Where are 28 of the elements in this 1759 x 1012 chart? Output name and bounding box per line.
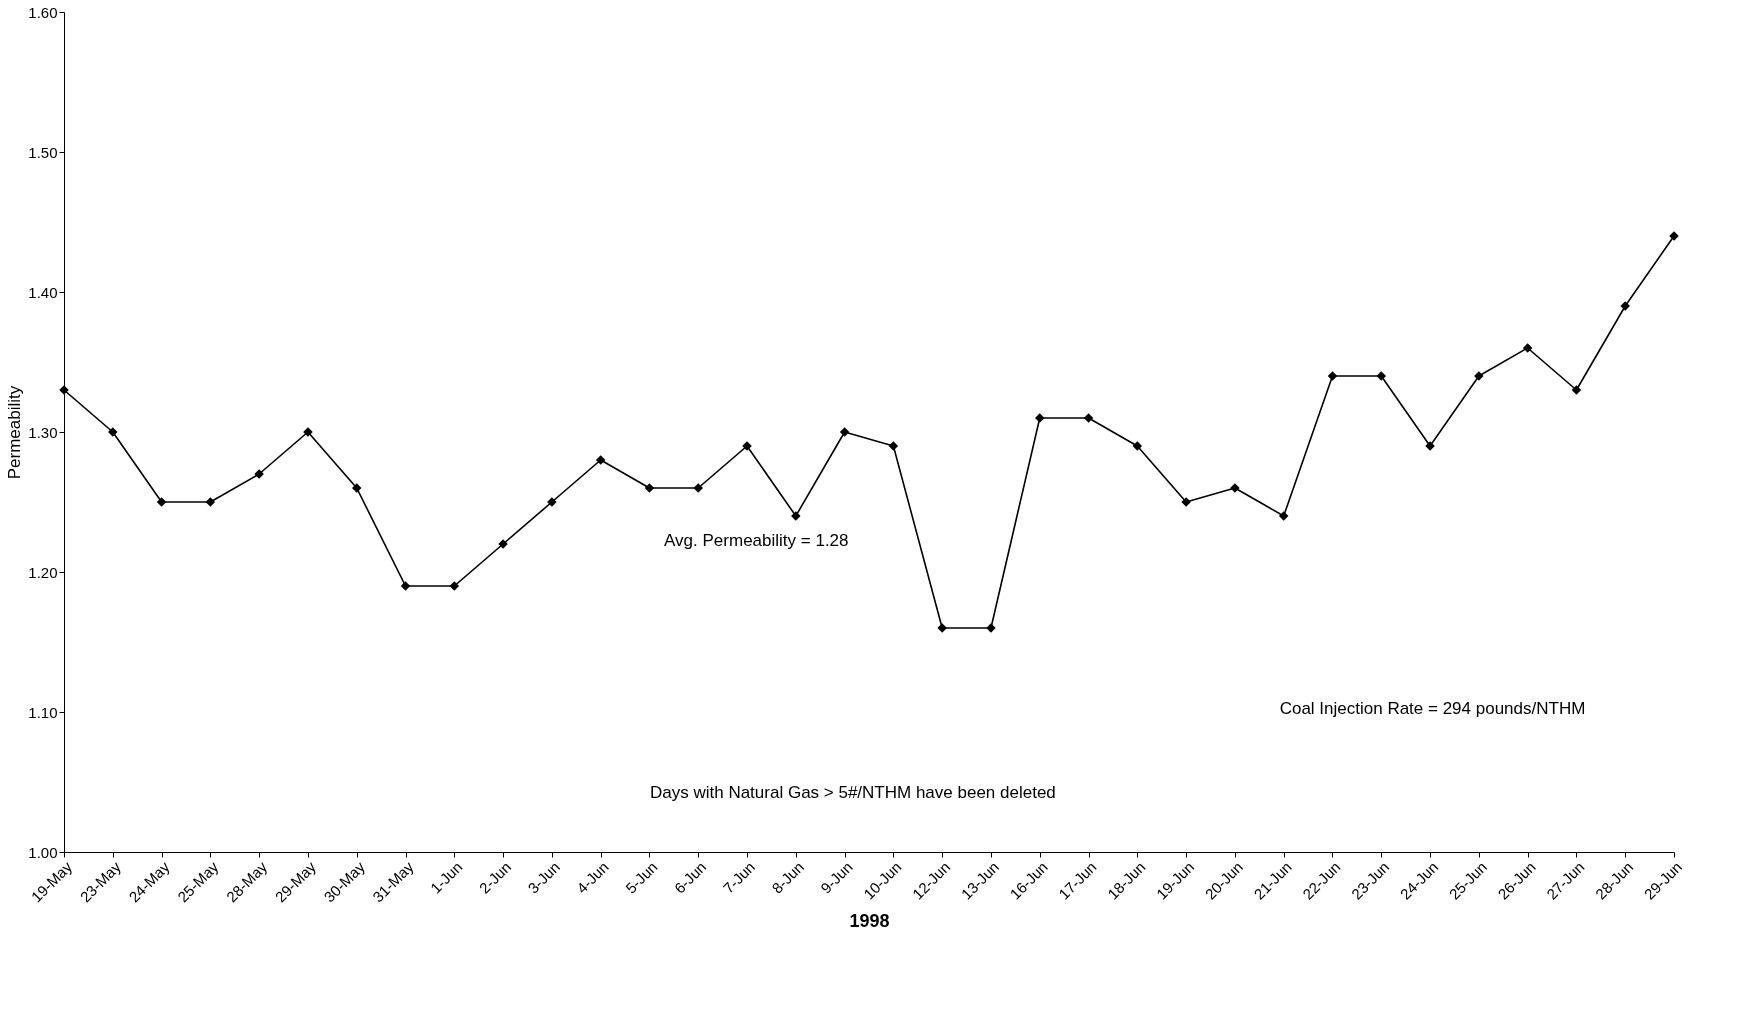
annotation: Avg. Permeability = 1.28	[664, 531, 849, 551]
annotation: Days with Natural Gas > 5#/NTHM have been deleted	[649, 783, 1056, 803]
point	[1083, 413, 1094, 423]
point	[1376, 371, 1387, 381]
point	[449, 581, 460, 591]
point	[1522, 343, 1533, 353]
point	[351, 483, 362, 493]
point	[644, 483, 655, 493]
point	[1571, 385, 1582, 395]
y-tick-label: 1.30	[28, 423, 58, 441]
y-tick-label: 1.10	[28, 703, 58, 721]
y-tick-label: 1.60	[28, 3, 58, 21]
y-axis-title: Permeability	[5, 385, 25, 480]
point	[1327, 371, 1338, 381]
point	[205, 497, 216, 507]
point	[156, 497, 167, 507]
point	[1278, 511, 1289, 521]
y-tick-label: 1.20	[28, 563, 58, 581]
x-axis-title: 1998	[849, 911, 890, 932]
y-tick-label: 1.40	[28, 283, 58, 301]
point	[839, 427, 850, 437]
point	[1132, 441, 1143, 451]
y-tick-label: 1.00	[28, 843, 58, 861]
point	[888, 441, 899, 451]
annotation: Coal Injection Rate = 294 pounds/NTHM	[1279, 699, 1586, 719]
point	[400, 581, 411, 591]
point	[595, 455, 606, 465]
y-tick-label: 1.50	[28, 143, 58, 161]
